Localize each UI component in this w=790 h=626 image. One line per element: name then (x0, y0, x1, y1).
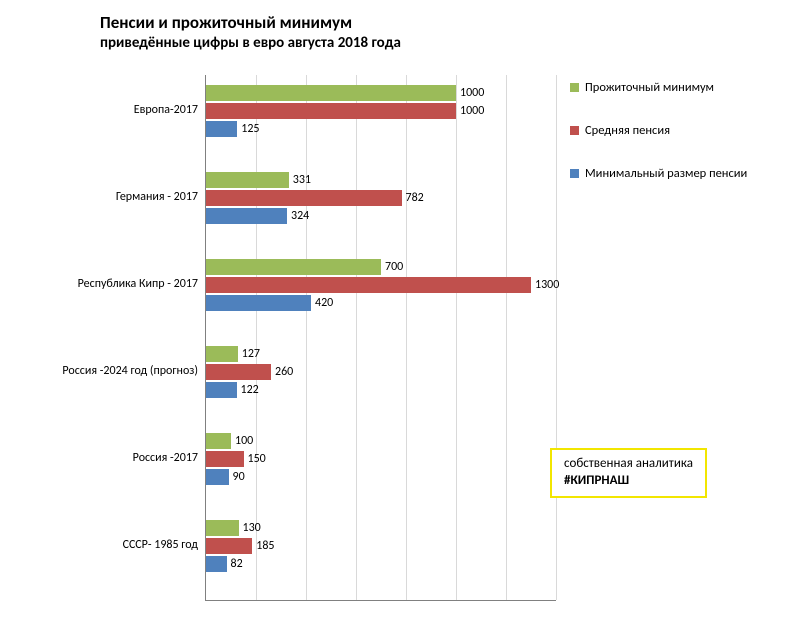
bar-value-label: 1000 (460, 104, 484, 118)
legend-label: Средняя пенсия (585, 123, 670, 138)
category-label: Европа-2017 (18, 103, 198, 117)
legend-swatch (570, 126, 579, 135)
category-label: Республика Кипр - 2017 (18, 277, 198, 291)
legend-item-avg_pension: Средняя пенсия (570, 123, 747, 138)
bar-avg_pension (206, 451, 244, 467)
bar-avg_pension (206, 538, 252, 554)
legend-swatch (570, 169, 579, 178)
bar-living_min (206, 172, 289, 188)
bar-value-label: 331 (293, 173, 311, 187)
bar-min_pension (206, 469, 229, 485)
bar-living_min (206, 433, 231, 449)
bar-value-label: 700 (385, 260, 403, 274)
category-label: Россия -2017 (18, 451, 198, 465)
bar-value-label: 150 (248, 452, 266, 466)
legend-swatch (570, 83, 579, 92)
legend: Прожиточный минимум Средняя пенсия Минимал… (570, 80, 747, 209)
bar-min_pension (206, 382, 237, 398)
gridline (356, 75, 357, 600)
bar-value-label: 130 (243, 521, 261, 535)
bar-living_min (206, 259, 381, 275)
bar-avg_pension (206, 364, 271, 380)
bar-value-label: 185 (256, 539, 274, 553)
bar-value-label: 122 (241, 383, 259, 397)
bar-value-label: 100 (235, 434, 253, 448)
legend-item-min_pension: Минимальный размер пенсии (570, 166, 747, 181)
bar-avg_pension (206, 277, 531, 293)
callout-box: собственная аналитика #КИПРНАШ (550, 448, 707, 498)
bar-min_pension (206, 208, 287, 224)
bar-value-label: 82 (231, 557, 243, 571)
chart-title: Пенсии и прожиточный минимум (100, 12, 352, 33)
chart-subtitle: приведённые цифры в евро августа 2018 го… (100, 34, 401, 52)
callout-line1: собственная аналитика (564, 456, 693, 473)
gridline (306, 75, 307, 600)
legend-label: Минимальный размер пенсии (585, 166, 747, 181)
bar-value-label: 420 (315, 296, 333, 310)
bar-value-label: 260 (275, 365, 293, 379)
bar-living_min (206, 520, 239, 536)
bar-value-label: 127 (242, 347, 260, 361)
category-label: Германия - 2017 (18, 190, 198, 204)
plot-area: 1000 1000 125 331 782 324 700 1300 420 127 260 122 1… (205, 75, 556, 601)
bar-value-label: 90 (233, 470, 245, 484)
bar-min_pension (206, 121, 237, 137)
category-label: СССР- 1985 год (18, 538, 198, 552)
legend-item-living_min: Прожиточный минимум (570, 80, 747, 95)
gridline (506, 75, 507, 600)
bar-value-label: 324 (291, 209, 309, 223)
bar-value-label: 782 (406, 191, 424, 205)
chart-container: Пенсии и прожиточный минимум приведённые… (0, 0, 790, 626)
category-label: Россия -2024 год (прогноз) (18, 364, 198, 378)
bar-min_pension (206, 295, 311, 311)
bar-value-label: 1000 (460, 86, 484, 100)
gridline (456, 75, 457, 600)
bar-living_min (206, 85, 456, 101)
bar-living_min (206, 346, 238, 362)
bar-value-label: 1300 (535, 278, 559, 292)
bar-avg_pension (206, 103, 456, 119)
legend-label: Прожиточный минимум (585, 80, 714, 95)
bar-value-label: 125 (241, 122, 259, 136)
bar-avg_pension (206, 190, 402, 206)
gridline (556, 75, 557, 600)
callout-line2: #КИПРНАШ (564, 473, 693, 490)
bar-min_pension (206, 556, 227, 572)
gridline (406, 75, 407, 600)
